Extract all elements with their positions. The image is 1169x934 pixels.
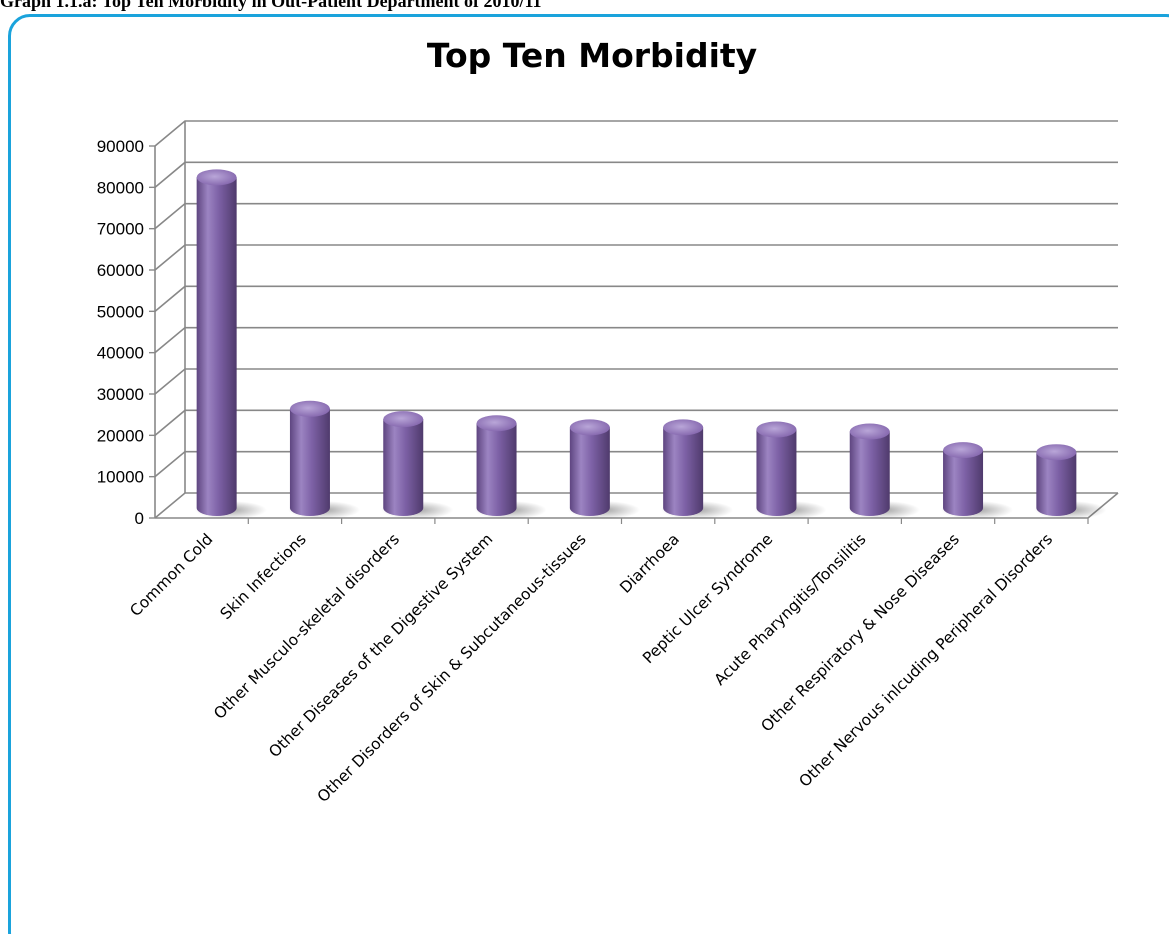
bar-body bbox=[849, 431, 890, 516]
bar-top bbox=[196, 169, 237, 186]
bar bbox=[754, 421, 827, 519]
y-tick-label: 40000 bbox=[97, 344, 144, 363]
axis-layer bbox=[149, 121, 1119, 524]
y-tick-labels: 0 10000 20000 30000 40000 50000 60000 70000 8000… bbox=[97, 137, 144, 528]
bar bbox=[381, 411, 454, 519]
gridline bbox=[154, 161, 1118, 188]
y-tick-label: 10000 bbox=[97, 468, 144, 487]
x-tick-label: Acute Pharyngitis/Tonsilitis bbox=[711, 530, 870, 689]
y-tick-label: 60000 bbox=[97, 261, 144, 280]
bar bbox=[287, 400, 360, 519]
bar-top bbox=[663, 419, 704, 436]
chart-caption: Graph 1.1.a: Top Ten Morbidity in Out-Pa… bbox=[0, 0, 542, 11]
chart-title: Top Ten Morbidity bbox=[427, 36, 757, 75]
x-tick-label: Other Musculo-skeletal disorders bbox=[210, 530, 403, 723]
gridline bbox=[154, 202, 1118, 230]
bar-body bbox=[289, 408, 330, 516]
gridline bbox=[154, 368, 1118, 395]
y-tick-label: 0 bbox=[135, 509, 144, 528]
bar-layer bbox=[194, 169, 1107, 519]
bar bbox=[941, 442, 1014, 519]
y-tick-label: 20000 bbox=[97, 426, 144, 445]
bar-top bbox=[289, 400, 330, 417]
gridline bbox=[154, 326, 1118, 354]
bar-body bbox=[476, 423, 517, 516]
bar bbox=[661, 419, 734, 519]
bar-body bbox=[569, 427, 610, 516]
y-tick-label: 70000 bbox=[97, 220, 144, 239]
bar-top bbox=[756, 421, 797, 438]
bar-top bbox=[849, 423, 890, 440]
bar-top bbox=[569, 419, 610, 436]
bar-top bbox=[476, 415, 517, 432]
bar-body bbox=[1036, 452, 1077, 516]
gridline bbox=[154, 285, 1118, 312]
y-tick-label: 80000 bbox=[97, 178, 144, 197]
bar-body bbox=[383, 419, 424, 516]
x-tick-label: Diarrhoea bbox=[616, 530, 683, 597]
x-tick-label: Skin Infections bbox=[217, 530, 310, 623]
bar-body bbox=[756, 429, 797, 516]
bar bbox=[1034, 444, 1107, 519]
y-tick-label: 50000 bbox=[97, 302, 144, 321]
bar bbox=[847, 423, 920, 519]
bar-top bbox=[943, 442, 984, 459]
bar bbox=[567, 419, 640, 519]
bar bbox=[194, 169, 267, 519]
bar bbox=[474, 415, 547, 519]
gridline bbox=[154, 244, 1118, 271]
x-tick-label: Common Cold bbox=[127, 530, 217, 620]
x-tick-label: Other Respiratory & Nose Diseases bbox=[758, 530, 963, 735]
bar-top bbox=[1036, 444, 1077, 461]
bar-top bbox=[383, 411, 424, 428]
bar-body bbox=[663, 427, 704, 516]
bar-body bbox=[943, 450, 984, 516]
y-tick-label: 90000 bbox=[97, 137, 144, 156]
gridline bbox=[154, 120, 1118, 147]
y-tick-label: 30000 bbox=[97, 385, 144, 404]
bar-body bbox=[196, 177, 237, 517]
